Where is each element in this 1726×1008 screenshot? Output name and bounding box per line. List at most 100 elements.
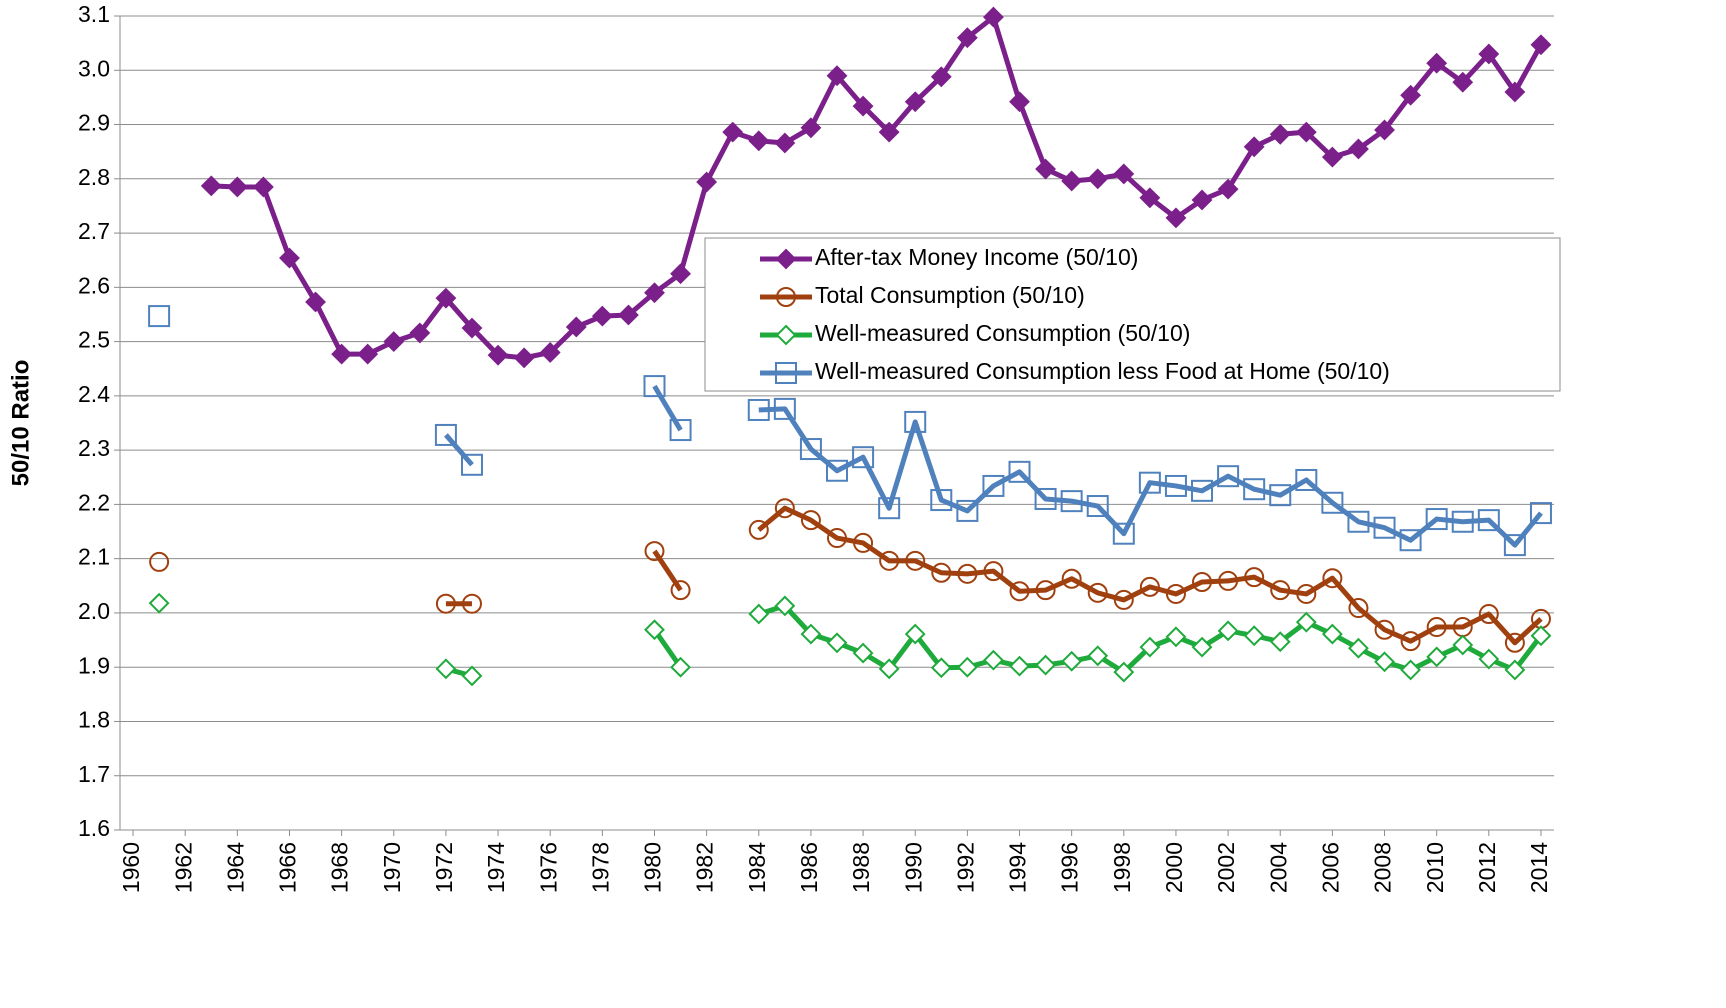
marker <box>670 656 691 678</box>
marker <box>1425 508 1448 531</box>
marker <box>331 343 353 365</box>
marker <box>434 423 457 446</box>
marker <box>1400 659 1422 681</box>
legend-marker <box>775 362 797 384</box>
marker <box>774 595 796 617</box>
marker <box>878 497 901 520</box>
marker <box>879 550 900 571</box>
marker <box>1296 583 1317 604</box>
marker <box>643 375 666 398</box>
legend-marker <box>776 287 796 307</box>
x-tick-label: 1988 <box>848 842 874 893</box>
marker <box>1243 136 1265 158</box>
marker <box>669 419 692 442</box>
marker <box>696 171 718 193</box>
marker <box>1348 637 1369 659</box>
x-tick-label: 1976 <box>535 842 561 893</box>
marker <box>853 532 874 553</box>
y-axis-label: 50/10 Ratio <box>7 360 34 487</box>
marker <box>644 541 665 562</box>
marker <box>1060 490 1083 513</box>
series-line <box>758 406 1543 548</box>
marker <box>1374 651 1395 673</box>
marker <box>435 658 457 680</box>
marker <box>1477 509 1500 532</box>
marker <box>1270 580 1291 601</box>
marker <box>487 344 509 366</box>
marker <box>1348 138 1369 160</box>
marker <box>1243 478 1266 501</box>
marker <box>383 331 405 353</box>
marker <box>1113 163 1135 185</box>
marker <box>1035 580 1056 601</box>
marker <box>1244 567 1265 588</box>
marker <box>200 175 222 197</box>
marker <box>148 592 170 614</box>
marker <box>1112 522 1135 545</box>
marker <box>591 305 613 327</box>
marker <box>1400 84 1422 106</box>
marker <box>774 498 795 519</box>
marker <box>1191 189 1213 211</box>
series-line <box>652 384 683 432</box>
marker <box>956 656 978 678</box>
marker <box>1426 617 1447 638</box>
marker <box>1138 471 1161 494</box>
y-tick-label: 2.8 <box>78 164 110 190</box>
marker <box>800 510 821 531</box>
marker <box>1009 581 1030 602</box>
marker <box>461 317 483 339</box>
y-tick-label: 2.7 <box>78 218 110 244</box>
marker <box>983 561 1004 582</box>
x-tick-label: 2002 <box>1213 842 1239 893</box>
marker <box>435 593 456 614</box>
marker <box>252 176 274 198</box>
marker <box>1399 529 1422 552</box>
marker <box>826 459 848 482</box>
x-tick-label: 1960 <box>118 842 144 893</box>
marker <box>1321 146 1343 168</box>
marker <box>1374 119 1395 141</box>
marker <box>800 117 822 139</box>
marker <box>1374 619 1395 640</box>
y-tick-label: 1.8 <box>78 707 110 733</box>
marker <box>774 132 796 154</box>
marker <box>1321 491 1344 514</box>
legend-label: Total Consumption (50/10) <box>815 282 1085 308</box>
marker <box>226 176 248 198</box>
marker <box>1426 646 1448 668</box>
marker <box>1061 170 1083 192</box>
marker <box>1452 634 1474 656</box>
marker <box>461 665 483 687</box>
marker <box>539 342 561 363</box>
marker <box>930 657 952 679</box>
marker <box>1478 43 1500 65</box>
marker <box>1165 626 1187 648</box>
marker <box>1504 632 1525 653</box>
legend-marker <box>775 248 797 270</box>
marker <box>1113 589 1134 610</box>
marker <box>956 499 979 522</box>
marker <box>1426 52 1448 74</box>
marker <box>1295 121 1317 143</box>
x-tick-label: 1990 <box>900 842 926 893</box>
marker <box>1529 502 1552 525</box>
marker <box>904 410 927 433</box>
marker <box>1087 168 1109 190</box>
series-line <box>652 549 683 592</box>
y-tick-label: 3.1 <box>78 1 110 27</box>
marker <box>904 91 926 113</box>
x-tick-label: 1972 <box>431 842 457 893</box>
marker <box>409 322 431 344</box>
series-line <box>757 505 1543 646</box>
marker <box>852 95 874 117</box>
x-tick-label: 1980 <box>640 842 666 893</box>
marker <box>1087 582 1108 603</box>
marker <box>305 291 326 313</box>
marker <box>1191 479 1214 502</box>
marker <box>149 551 170 572</box>
marker <box>1322 568 1343 589</box>
marker <box>1008 460 1031 483</box>
x-tick-label: 1962 <box>170 842 196 893</box>
